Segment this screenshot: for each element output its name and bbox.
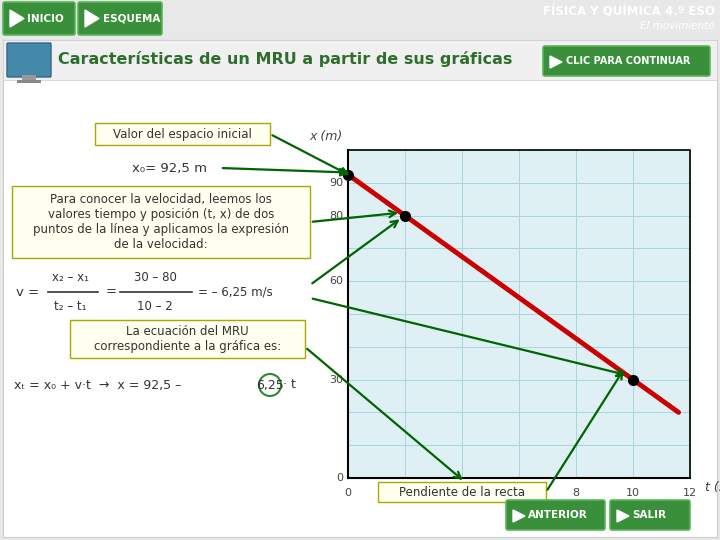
Text: v =: v = xyxy=(16,286,39,299)
Polygon shape xyxy=(10,10,24,27)
Text: Para conocer la velocidad, leemos los
valores tiempo y posición (t, x) de dos
pu: Para conocer la velocidad, leemos los va… xyxy=(33,193,289,251)
Bar xyxy=(3,40,717,80)
Text: 12: 12 xyxy=(683,488,697,498)
Text: 80: 80 xyxy=(329,211,343,221)
Text: t₂ – t₁: t₂ – t₁ xyxy=(54,300,86,313)
Polygon shape xyxy=(550,56,562,68)
Text: x₂ – x₁: x₂ – x₁ xyxy=(52,271,89,284)
Polygon shape xyxy=(85,10,99,27)
Text: 2: 2 xyxy=(402,488,408,498)
Text: La ecuación del MRU
correspondiente a la gráfica es:: La ecuación del MRU correspondiente a la… xyxy=(94,325,281,353)
FancyBboxPatch shape xyxy=(506,500,605,530)
Text: x₀= 92,5 m: x₀= 92,5 m xyxy=(132,161,207,174)
Text: t (s): t (s) xyxy=(706,482,720,495)
Bar xyxy=(17,80,41,83)
Text: 60: 60 xyxy=(329,276,343,286)
Polygon shape xyxy=(617,510,629,522)
Text: 10: 10 xyxy=(626,488,640,498)
FancyBboxPatch shape xyxy=(12,186,310,258)
Text: 30 – 80: 30 – 80 xyxy=(134,271,176,284)
FancyBboxPatch shape xyxy=(543,46,710,76)
FancyBboxPatch shape xyxy=(78,2,162,35)
Bar xyxy=(22,75,36,82)
FancyBboxPatch shape xyxy=(70,320,305,358)
Text: xₜ = x₀ + v·t  →  x = 92,5 –: xₜ = x₀ + v·t → x = 92,5 – xyxy=(14,379,181,392)
Text: ANTERIOR: ANTERIOR xyxy=(528,510,588,520)
Text: 0: 0 xyxy=(344,488,351,498)
Text: SALIR: SALIR xyxy=(632,510,666,520)
Text: Pendiente de la recta: Pendiente de la recta xyxy=(399,485,525,498)
FancyBboxPatch shape xyxy=(95,123,270,145)
Text: =: = xyxy=(106,286,117,299)
FancyBboxPatch shape xyxy=(3,2,75,35)
Text: 6,25: 6,25 xyxy=(256,379,284,392)
FancyBboxPatch shape xyxy=(610,500,690,530)
Text: 8: 8 xyxy=(572,488,580,498)
Text: CLIC PARA CONTINUAR: CLIC PARA CONTINUAR xyxy=(566,56,690,66)
Text: FÍSICA Y QUÍMICA 4.º ESO: FÍSICA Y QUÍMICA 4.º ESO xyxy=(543,5,715,18)
Text: INICIO: INICIO xyxy=(27,14,64,24)
Text: El movimiento: El movimiento xyxy=(640,21,715,31)
Text: = – 6,25 m/s: = – 6,25 m/s xyxy=(198,286,273,299)
Bar xyxy=(348,150,690,478)
FancyBboxPatch shape xyxy=(378,482,546,502)
Text: 0: 0 xyxy=(336,473,343,483)
Polygon shape xyxy=(513,510,525,522)
Text: · t: · t xyxy=(283,379,296,392)
Text: 4: 4 xyxy=(459,488,466,498)
Text: x (m): x (m) xyxy=(310,130,343,143)
Text: 90: 90 xyxy=(329,178,343,188)
Text: Valor del espacio inicial: Valor del espacio inicial xyxy=(113,127,252,140)
Text: 6: 6 xyxy=(516,488,523,498)
Text: Características de un MRU a partir de sus gráficas: Características de un MRU a partir de su… xyxy=(58,51,513,67)
FancyBboxPatch shape xyxy=(7,43,51,77)
Text: 30: 30 xyxy=(329,375,343,384)
Text: ESQUEMA: ESQUEMA xyxy=(103,14,161,24)
Bar xyxy=(348,150,690,478)
Text: 10 – 2: 10 – 2 xyxy=(137,300,173,313)
